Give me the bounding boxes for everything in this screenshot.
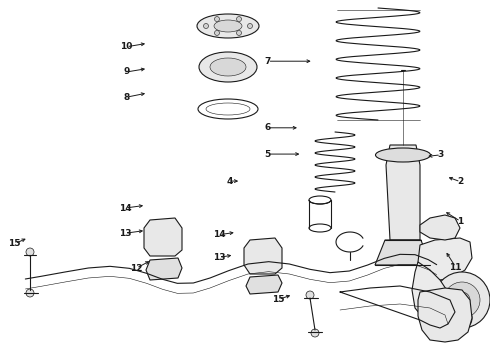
- Polygon shape: [418, 238, 472, 280]
- Text: 14: 14: [213, 230, 225, 239]
- Text: 7: 7: [264, 57, 271, 66]
- Text: 15: 15: [8, 239, 21, 248]
- Text: 14: 14: [119, 204, 131, 212]
- Circle shape: [215, 17, 220, 22]
- Circle shape: [434, 272, 490, 328]
- Polygon shape: [386, 145, 420, 240]
- Circle shape: [247, 23, 252, 28]
- Circle shape: [203, 23, 209, 28]
- Text: 12: 12: [130, 264, 143, 273]
- Text: 9: 9: [123, 68, 130, 77]
- Ellipse shape: [210, 58, 246, 76]
- Ellipse shape: [199, 52, 257, 82]
- Text: 13: 13: [213, 253, 225, 262]
- Text: 8: 8: [123, 93, 129, 102]
- Polygon shape: [420, 215, 460, 240]
- Circle shape: [26, 248, 34, 256]
- Text: 11: 11: [449, 263, 462, 271]
- Text: 10: 10: [120, 42, 133, 51]
- Text: 15: 15: [272, 295, 285, 304]
- Polygon shape: [375, 240, 430, 265]
- Ellipse shape: [197, 14, 259, 38]
- Text: 2: 2: [458, 177, 464, 186]
- Circle shape: [215, 31, 220, 35]
- Circle shape: [454, 312, 466, 324]
- Circle shape: [26, 289, 34, 297]
- Text: 5: 5: [265, 150, 270, 159]
- Polygon shape: [146, 258, 182, 280]
- Circle shape: [454, 292, 470, 308]
- Circle shape: [306, 291, 314, 299]
- Ellipse shape: [375, 148, 431, 162]
- Circle shape: [311, 329, 319, 337]
- Text: 6: 6: [265, 123, 270, 132]
- Circle shape: [237, 31, 242, 35]
- Text: 3: 3: [438, 150, 444, 159]
- Circle shape: [237, 17, 242, 22]
- Text: 13: 13: [119, 229, 131, 238]
- Polygon shape: [244, 238, 282, 274]
- Polygon shape: [412, 262, 455, 325]
- Polygon shape: [144, 218, 182, 256]
- Text: 4: 4: [226, 177, 233, 186]
- Polygon shape: [418, 288, 472, 342]
- Ellipse shape: [214, 20, 242, 32]
- Text: 1: 1: [458, 217, 464, 226]
- Circle shape: [448, 306, 472, 330]
- Circle shape: [444, 282, 480, 318]
- Polygon shape: [246, 275, 282, 294]
